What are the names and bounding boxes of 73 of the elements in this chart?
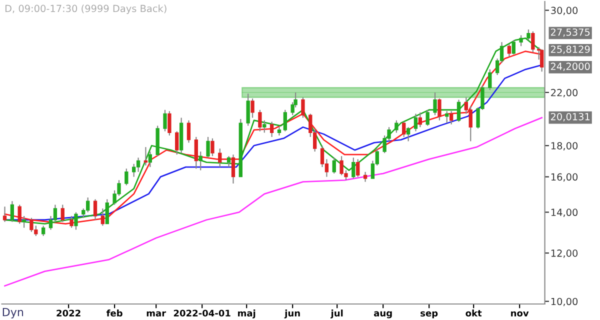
candlestick — [70, 215, 74, 228]
x-tick-label: okt — [466, 310, 482, 317]
annotation: 24,2000 — [550, 62, 590, 72]
candlestick — [175, 130, 179, 156]
candlestick — [414, 113, 418, 132]
annotation: 27,5375 — [550, 28, 590, 37]
candlestick — [406, 126, 410, 142]
candlestick — [450, 110, 454, 125]
candlestick — [136, 157, 140, 172]
x-tick-label: aug — [374, 311, 392, 318]
candlestick — [352, 157, 356, 180]
annotation: 25,8129 — [550, 46, 590, 54]
y-tick-label: 30,00 — [551, 6, 578, 16]
candlestick — [531, 30, 535, 53]
candlestick — [320, 145, 324, 168]
line-series — [4, 117, 543, 287]
candlestick — [168, 110, 172, 136]
candlestick — [210, 138, 214, 157]
x-tick-label: sep — [420, 311, 438, 318]
annotation: 20,0131 — [550, 113, 590, 122]
candlestick — [332, 157, 336, 174]
candlestick — [456, 99, 461, 122]
candlestick — [246, 93, 250, 126]
candlestick — [283, 109, 287, 132]
candlestick — [433, 92, 437, 116]
text: Dyn — [2, 308, 24, 318]
y-tick-label: 12,00 — [551, 250, 578, 258]
candlestick — [60, 204, 64, 222]
candlestick — [356, 158, 360, 178]
candlestick — [402, 121, 406, 138]
candlestick — [418, 112, 422, 128]
candlestick — [270, 121, 274, 138]
candlestick — [18, 204, 22, 224]
candlestick — [226, 156, 231, 168]
candlestick — [198, 151, 202, 171]
candlestick — [218, 148, 222, 168]
x-tick-label: nov — [511, 311, 529, 317]
x-tick-label: feb — [106, 310, 122, 317]
x-tick-label: 2022 — [56, 310, 80, 317]
candlestick — [163, 109, 167, 132]
x-tick-label: mar — [146, 311, 166, 317]
y-tick-label: 22,00 — [551, 88, 578, 98]
candlestick — [363, 171, 368, 182]
y-tick-label: 14,00 — [551, 208, 578, 218]
candlestick — [93, 198, 98, 220]
candlestick — [206, 136, 210, 158]
y-tick-label: 16,00 — [551, 173, 578, 182]
x-tick-label: maj — [238, 310, 256, 318]
candlestick — [148, 151, 152, 168]
candlestick — [394, 120, 398, 134]
candlestick — [468, 105, 472, 142]
x-tick-label: jun — [284, 310, 300, 318]
candlestick — [301, 96, 305, 118]
chart-title: D, 09:00-17:30 (9999 Days Back) — [5, 4, 166, 14]
candlestick — [100, 208, 105, 226]
x-tick-label: jul — [330, 310, 343, 318]
candlestick — [132, 163, 136, 178]
candlestick — [438, 98, 442, 121]
candlestick — [488, 68, 492, 91]
x-tick-label: 2022-04-01 — [174, 310, 230, 317]
candlestick — [262, 120, 266, 134]
candlestick — [507, 44, 512, 58]
candlestick — [250, 98, 254, 118]
candlestick — [2, 206, 7, 222]
y-tick-label: 10,00 — [551, 298, 578, 306]
candlestick — [426, 109, 430, 126]
candlestick — [186, 120, 191, 144]
candlestick — [258, 109, 262, 132]
candlestick — [194, 136, 198, 170]
candlestick — [231, 154, 236, 184]
candlestick — [124, 168, 128, 186]
candlestick — [144, 146, 148, 166]
y-tick-label: 18,00 — [551, 142, 578, 150]
